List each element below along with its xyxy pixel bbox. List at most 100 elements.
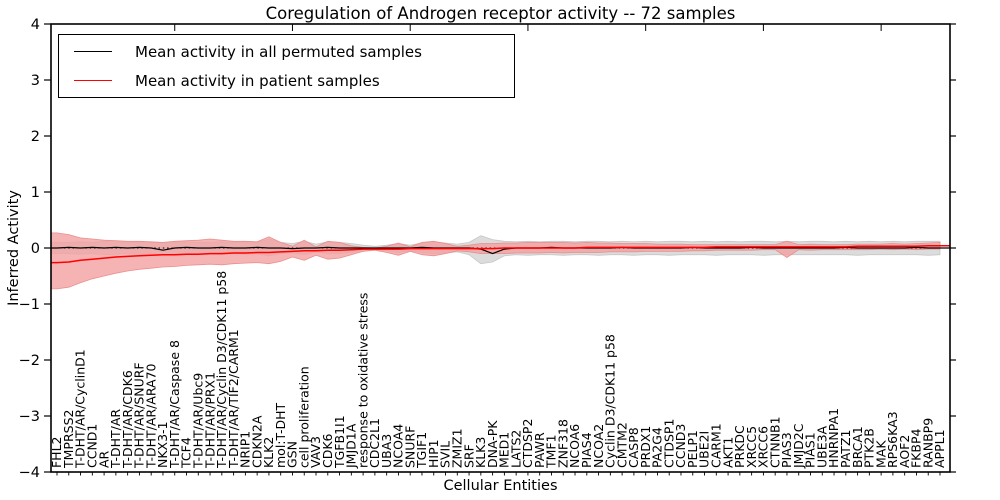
x-tick-label: XRCC6 [756, 426, 771, 468]
x-tick-label: CDK6 [320, 433, 335, 468]
x-tick-label: BRCA1 [850, 426, 865, 468]
patient-mean-line [51, 245, 950, 264]
x-tick-label: mol:T-DHT [273, 402, 288, 468]
y-tick-label: 4 [31, 17, 40, 33]
legend: Mean activity in all permuted samples Me… [58, 34, 515, 98]
x-tick-label: MAK [873, 440, 888, 468]
x-tick-label: TGFB1I1 [332, 415, 347, 469]
x-tick-label: JMJD2C [791, 423, 806, 469]
x-tick-label: T-DHT/AR/Ubc9 [190, 373, 205, 469]
x-tick-label: PELP1 [685, 430, 700, 468]
x-tick-label: T-DHT/AR/ARA70 [143, 363, 158, 469]
legend-entry-permuted: Mean activity in all permuted samples [59, 37, 514, 66]
y-tick-label: −4 [19, 465, 40, 481]
x-tick-label: UBA3 [379, 434, 394, 468]
x-tick-label: T-DHT/AR [108, 409, 123, 469]
x-tick-label: NCOA2 [591, 424, 606, 468]
y-tick-label: 3 [31, 73, 40, 89]
x-tick-label: CTDSP2 [520, 419, 535, 468]
x-tick-label: JMJD1A [344, 423, 359, 469]
x-tick-label: PRDX1 [638, 426, 653, 468]
axes-spines [50, 23, 951, 473]
chart-title: Coregulation of Androgen receptor activi… [265, 4, 736, 23]
x-tick-label: PIAS3 [779, 432, 794, 468]
legend-entry-patient: Mean activity in patient samples [59, 66, 514, 95]
x-tick-label: NKX3-1 [155, 421, 170, 468]
x-tick-label: MED1 [497, 432, 512, 468]
x-tick-label: CARM1 [709, 423, 724, 468]
x-tick-label: PTK2B [862, 428, 877, 468]
x-tick-label: RANBP9 [920, 418, 935, 468]
legend-label-permuted: Mean activity in all permuted samples [135, 42, 422, 61]
x-tick-label: ZMIZ1 [449, 428, 464, 468]
y-tick-label: −1 [19, 297, 40, 313]
x-tick-label: CMTM2 [614, 422, 629, 468]
x-tick-label: CDC2L1 [367, 418, 382, 468]
permuted-line-swatch [74, 51, 112, 52]
x-tick-label: TMPRSS2 [61, 410, 76, 469]
x-tick-label: SRF [461, 444, 476, 468]
x-tick-label: CCND1 [85, 424, 100, 468]
x-tick-label: Cyclin D3/CDK11 p58 [603, 334, 618, 468]
x-tick-label: ZNF318 [555, 419, 570, 468]
x-tick-label: PRKDC [732, 425, 747, 468]
x-axis-label: Cellular Entities [443, 478, 558, 494]
x-tick-label: XRCC5 [744, 426, 759, 468]
x-tick-label: RPS6KA3 [885, 411, 900, 468]
x-tick-label: NCOA6 [567, 424, 582, 468]
x-tick-label: TCF4 [179, 437, 194, 469]
x-tick-label: HIP1 [426, 439, 441, 468]
x-tick-label: T-DHT/AR/Caspase 8 [167, 340, 182, 469]
x-tick-label: TGIF1 [414, 432, 429, 469]
x-tick-label: T-DHT/AR/CDK6 [120, 370, 135, 469]
x-tick-label: UBE2I [697, 431, 712, 468]
y-tick-label: 2 [31, 129, 40, 145]
y-tick-label: −3 [19, 409, 40, 425]
x-tick-label: HNRNPA1 [826, 408, 841, 468]
x-tick-label: LATS2 [508, 430, 523, 468]
x-tick-label: FHL2 [49, 436, 64, 468]
x-tick-label: SVIL [438, 441, 453, 468]
x-tick-label: FKBP4 [909, 428, 924, 468]
x-tick-label: PATZ1 [838, 430, 853, 468]
x-tick-label: T-DHT/AR/Cyclin D3/CDK11 p58 [214, 271, 229, 469]
x-tick-label: TMF1 [544, 434, 559, 469]
x-tick-label: VAV3 [308, 436, 323, 468]
patient-line-swatch [74, 80, 112, 81]
x-tick-label: cell proliferation [296, 366, 311, 468]
x-tick-label: PAWR [532, 432, 547, 468]
x-tick-label: CTNNB1 [767, 416, 782, 468]
x-tick-label: response to oxidative stress [355, 293, 370, 468]
x-tick-label: KLK2 [261, 437, 276, 468]
x-tick-label: PIAS4 [579, 432, 594, 468]
x-tick-label: T-DHT/AR/SNURF [132, 362, 147, 469]
x-tick-label: CASP8 [626, 427, 641, 468]
x-tick-label: DNA-PK [485, 420, 500, 468]
x-tick-label: PIAS1 [803, 432, 818, 468]
y-tick-label: 1 [31, 185, 40, 201]
x-tick-label: AOF2 [897, 435, 912, 468]
x-tick-label: KLK3 [473, 437, 488, 468]
y-axis-label: Inferred Activity [6, 190, 22, 306]
y-tick-label: −2 [19, 353, 40, 369]
x-tick-label: T-DHT/AR/PRX1 [202, 372, 217, 469]
x-tick-label: NRIP1 [238, 431, 253, 468]
permuted-mean-line [51, 246, 950, 255]
x-tick-label: APPL1 [932, 429, 947, 468]
x-tick-label: AKT1 [720, 437, 735, 468]
x-tick-label: CTDSP1 [661, 419, 676, 468]
x-tick-label: UBE3A [814, 425, 829, 468]
x-tick-label: CDKN2A [249, 415, 264, 468]
legend-label-patient: Mean activity in patient samples [135, 71, 380, 90]
x-tick-label: AR [96, 450, 111, 468]
x-tick-label: PA2G4 [650, 427, 665, 468]
x-tick-label: NCOA4 [391, 424, 406, 468]
x-tick-label: SNURF [402, 426, 417, 468]
y-tick-label: 0 [31, 241, 40, 257]
x-tick-label: T-DHT/AR/CyclinD1 [73, 349, 88, 469]
x-tick-label: T-DHT/AR/TIF2/CARM1 [226, 329, 241, 469]
x-tick-label: GSN [285, 441, 300, 468]
x-tick-label: CCND3 [673, 424, 688, 468]
